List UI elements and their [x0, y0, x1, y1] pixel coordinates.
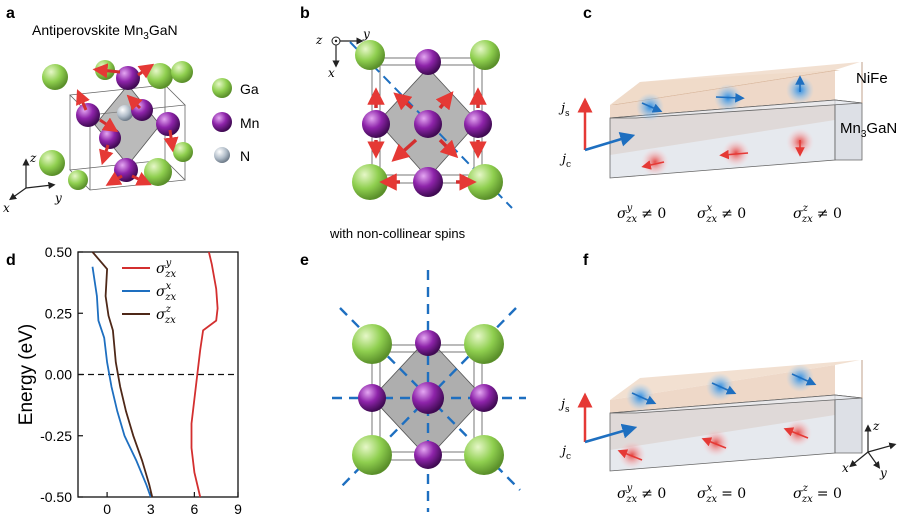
- axis-z-label-b: z: [315, 33, 323, 47]
- series-line-x: [91, 266, 152, 498]
- condition-f-x: σx zx = 0: [697, 483, 746, 505]
- legend-label-y: σy zx: [156, 258, 176, 280]
- js-label-c: js: [558, 101, 570, 119]
- axis-z-label-f: z: [872, 419, 880, 433]
- mn-atoms-a: [76, 66, 180, 182]
- condition-c-y: σy zx ≠ 0: [617, 203, 666, 225]
- panel-d: d 0.50 0.25 0.00 -0.25 -0.50 0 3 6 9 Energy (eV) σ…: [6, 244, 242, 517]
- legend-n-swatch: [214, 147, 230, 163]
- panel-label-b: b: [300, 5, 310, 22]
- panel-c: c: [558, 5, 897, 225]
- nife-label: NiFe: [856, 70, 888, 87]
- ga-atoms-a: [39, 60, 193, 190]
- conditions-f: σy zx ≠ 0 σx zx = 0 σz zx = 0: [617, 483, 842, 505]
- legend-a: Ga Mn N: [212, 78, 259, 164]
- condition-c-z: σz zx ≠ 0: [793, 203, 842, 225]
- spin-arrows-b: [367, 87, 487, 191]
- axis-y-label-f: y: [879, 466, 887, 480]
- js-label-f: js: [558, 397, 570, 415]
- axis-x-label-a: x: [3, 201, 10, 215]
- x-tick-label: 9: [234, 501, 242, 517]
- legend-mn-label: Mn: [240, 115, 259, 131]
- panel-label-f: f: [583, 252, 589, 269]
- mn3gan-label: Mn3GaN: [840, 120, 897, 140]
- axis-z-out-dot-icon: [334, 39, 338, 43]
- axis-x-label-f: x: [842, 461, 849, 475]
- legend-label-x: σx zx: [156, 281, 176, 303]
- axes-triad-f: [849, 424, 897, 469]
- mn-atoms-e: [358, 330, 498, 469]
- series-line-z: [91, 251, 154, 498]
- x-tick-label: 0: [103, 501, 111, 517]
- legend-label-z: σz zx: [156, 304, 176, 326]
- y-tick-label: 0.00: [45, 367, 72, 383]
- jc-label-c: jc: [559, 152, 571, 170]
- spin-arrows-f: [617, 373, 817, 461]
- panel-label-a: a: [6, 5, 15, 22]
- axes-triad-a: [9, 158, 56, 201]
- legend-ga-swatch: [212, 78, 232, 98]
- spin-arrows-a: [76, 63, 179, 186]
- x-tick-label: 6: [190, 501, 198, 517]
- y-tick-label: -0.50: [40, 489, 72, 505]
- axis-x-label-b: x: [328, 66, 335, 80]
- condition-c-x: σx zx ≠ 0: [697, 203, 746, 225]
- series-line-y: [190, 251, 219, 498]
- atom-n: [117, 105, 133, 121]
- panel-a-title: Antiperovskite Mn3GaN: [32, 22, 178, 42]
- chart-d-ylabel: Energy (eV): [16, 324, 37, 425]
- axis-z-label-a: z: [29, 151, 37, 165]
- y-tick-label: -0.25: [40, 428, 72, 444]
- jc-arrow-f: [584, 423, 638, 444]
- jc-label-f: jc: [559, 444, 571, 462]
- condition-f-y: σy zx ≠ 0: [617, 483, 666, 505]
- panel-b-caption: with non-collinear spins: [329, 226, 466, 241]
- panel-e: e: [300, 252, 526, 512]
- ga-atoms-e: [352, 324, 504, 475]
- axis-y-label-b: y: [362, 27, 370, 41]
- legend-n-label: N: [240, 148, 250, 164]
- panel-a: a Antiperovskite Mn3GaN: [3, 5, 259, 215]
- panel-label-e: e: [300, 252, 309, 269]
- panel-b: b z y x: [300, 5, 513, 241]
- spin-arrows-c: [641, 75, 805, 170]
- panel-label-c: c: [583, 5, 592, 22]
- legend-mn-swatch: [212, 112, 232, 132]
- panel-f: f js jc: [558, 252, 897, 505]
- chart-d: 0.50 0.25 0.00 -0.25 -0.50 0 3 6 9 Energy (eV) σy z…: [16, 244, 242, 517]
- mn-atoms-b: [362, 49, 492, 197]
- jc-arrow-c: [584, 131, 636, 152]
- conditions-c: σy zx ≠ 0 σx zx ≠ 0 σz zx ≠ 0: [617, 203, 842, 225]
- panel-label-d: d: [6, 252, 16, 269]
- ga-atoms-b: [352, 40, 503, 200]
- axis-y-label-a: y: [54, 191, 62, 205]
- condition-f-z: σz zx = 0: [793, 483, 842, 505]
- y-tick-label: 0.25: [45, 305, 72, 321]
- legend-ga-label: Ga: [240, 81, 259, 97]
- y-tick-label: 0.50: [45, 244, 72, 260]
- x-tick-label: 3: [147, 501, 155, 517]
